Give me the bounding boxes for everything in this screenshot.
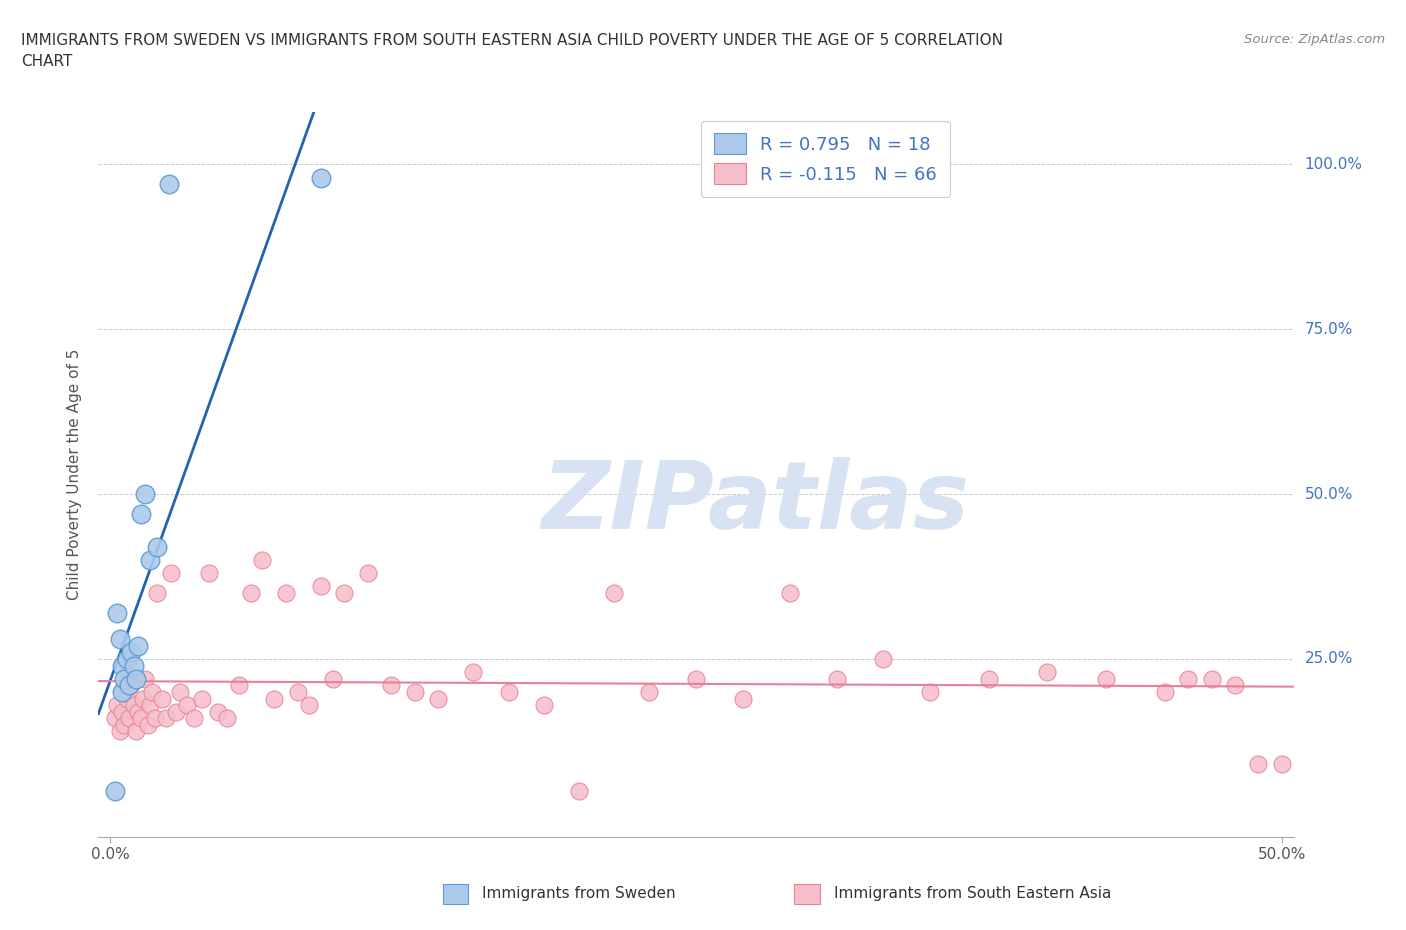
- Point: [498, 684, 520, 699]
- Point: [977, 671, 1000, 686]
- Point: [404, 684, 426, 699]
- Point: [112, 671, 135, 686]
- Point: [217, 711, 239, 725]
- Point: [228, 678, 250, 693]
- Point: [141, 684, 163, 699]
- Point: [533, 698, 555, 712]
- Point: [825, 671, 848, 686]
- Point: [1036, 665, 1059, 680]
- Point: [134, 671, 156, 686]
- Point: [120, 678, 142, 693]
- Point: [129, 711, 152, 725]
- Text: Source: ZipAtlas.com: Source: ZipAtlas.com: [1244, 33, 1385, 46]
- Point: [104, 711, 127, 725]
- Point: [872, 652, 894, 667]
- Text: 50.0%: 50.0%: [1305, 486, 1353, 501]
- Point: [731, 691, 754, 706]
- Point: [309, 170, 332, 185]
- Point: [118, 711, 141, 725]
- Point: [176, 698, 198, 712]
- Point: [115, 652, 138, 667]
- Text: IMMIGRANTS FROM SWEDEN VS IMMIGRANTS FROM SOUTH EASTERN ASIA CHILD POVERTY UNDER: IMMIGRANTS FROM SWEDEN VS IMMIGRANTS FRO…: [21, 33, 1002, 47]
- Point: [127, 704, 149, 719]
- Legend: R = 0.795   N = 18, R = -0.115   N = 66: R = 0.795 N = 18, R = -0.115 N = 66: [702, 121, 950, 196]
- Point: [120, 644, 142, 659]
- Point: [333, 586, 356, 601]
- Point: [165, 704, 187, 719]
- Point: [146, 539, 169, 554]
- Point: [160, 565, 183, 580]
- Point: [111, 658, 134, 673]
- Point: [132, 691, 155, 706]
- Point: [108, 631, 131, 646]
- Text: 100.0%: 100.0%: [1305, 157, 1362, 172]
- Point: [1153, 684, 1175, 699]
- Point: [136, 717, 159, 732]
- Point: [122, 698, 145, 712]
- Point: [108, 724, 131, 739]
- Text: Immigrants from South Eastern Asia: Immigrants from South Eastern Asia: [834, 886, 1111, 901]
- Point: [122, 658, 145, 673]
- Point: [1177, 671, 1199, 686]
- Point: [190, 691, 212, 706]
- Point: [357, 565, 380, 580]
- Point: [380, 678, 402, 693]
- Point: [118, 678, 141, 693]
- Point: [134, 486, 156, 501]
- Point: [1201, 671, 1223, 686]
- Point: [197, 565, 219, 580]
- Point: [112, 717, 135, 732]
- Point: [603, 586, 626, 601]
- Point: [427, 691, 450, 706]
- Point: [105, 605, 128, 620]
- Point: [287, 684, 309, 699]
- Point: [129, 507, 152, 522]
- Point: [309, 579, 332, 594]
- Point: [139, 698, 162, 712]
- Point: [111, 684, 134, 699]
- Point: [322, 671, 344, 686]
- Point: [298, 698, 321, 712]
- Text: CHART: CHART: [21, 54, 73, 69]
- Point: [463, 665, 485, 680]
- Point: [1223, 678, 1246, 693]
- Point: [1095, 671, 1118, 686]
- Point: [207, 704, 229, 719]
- Point: [568, 783, 591, 798]
- Point: [1247, 757, 1270, 772]
- Point: [115, 691, 138, 706]
- Point: [274, 586, 297, 601]
- Point: [183, 711, 205, 725]
- Text: 25.0%: 25.0%: [1305, 651, 1353, 667]
- Text: ZIPatlas: ZIPatlas: [541, 458, 970, 550]
- Point: [105, 698, 128, 712]
- Point: [127, 638, 149, 653]
- Point: [1271, 757, 1294, 772]
- Point: [125, 724, 148, 739]
- Point: [111, 704, 134, 719]
- Point: [252, 552, 274, 567]
- Y-axis label: Child Poverty Under the Age of 5: Child Poverty Under the Age of 5: [67, 349, 83, 600]
- Point: [104, 783, 127, 798]
- Text: 75.0%: 75.0%: [1305, 322, 1353, 337]
- Text: Immigrants from Sweden: Immigrants from Sweden: [482, 886, 676, 901]
- Point: [157, 177, 180, 192]
- Point: [263, 691, 285, 706]
- Point: [685, 671, 707, 686]
- Point: [638, 684, 661, 699]
- Point: [779, 586, 801, 601]
- Point: [150, 691, 173, 706]
- Point: [143, 711, 166, 725]
- Point: [920, 684, 942, 699]
- Point: [111, 684, 134, 699]
- Point: [239, 586, 262, 601]
- Point: [139, 552, 162, 567]
- Point: [169, 684, 191, 699]
- Point: [125, 671, 148, 686]
- Point: [155, 711, 177, 725]
- Point: [146, 586, 169, 601]
